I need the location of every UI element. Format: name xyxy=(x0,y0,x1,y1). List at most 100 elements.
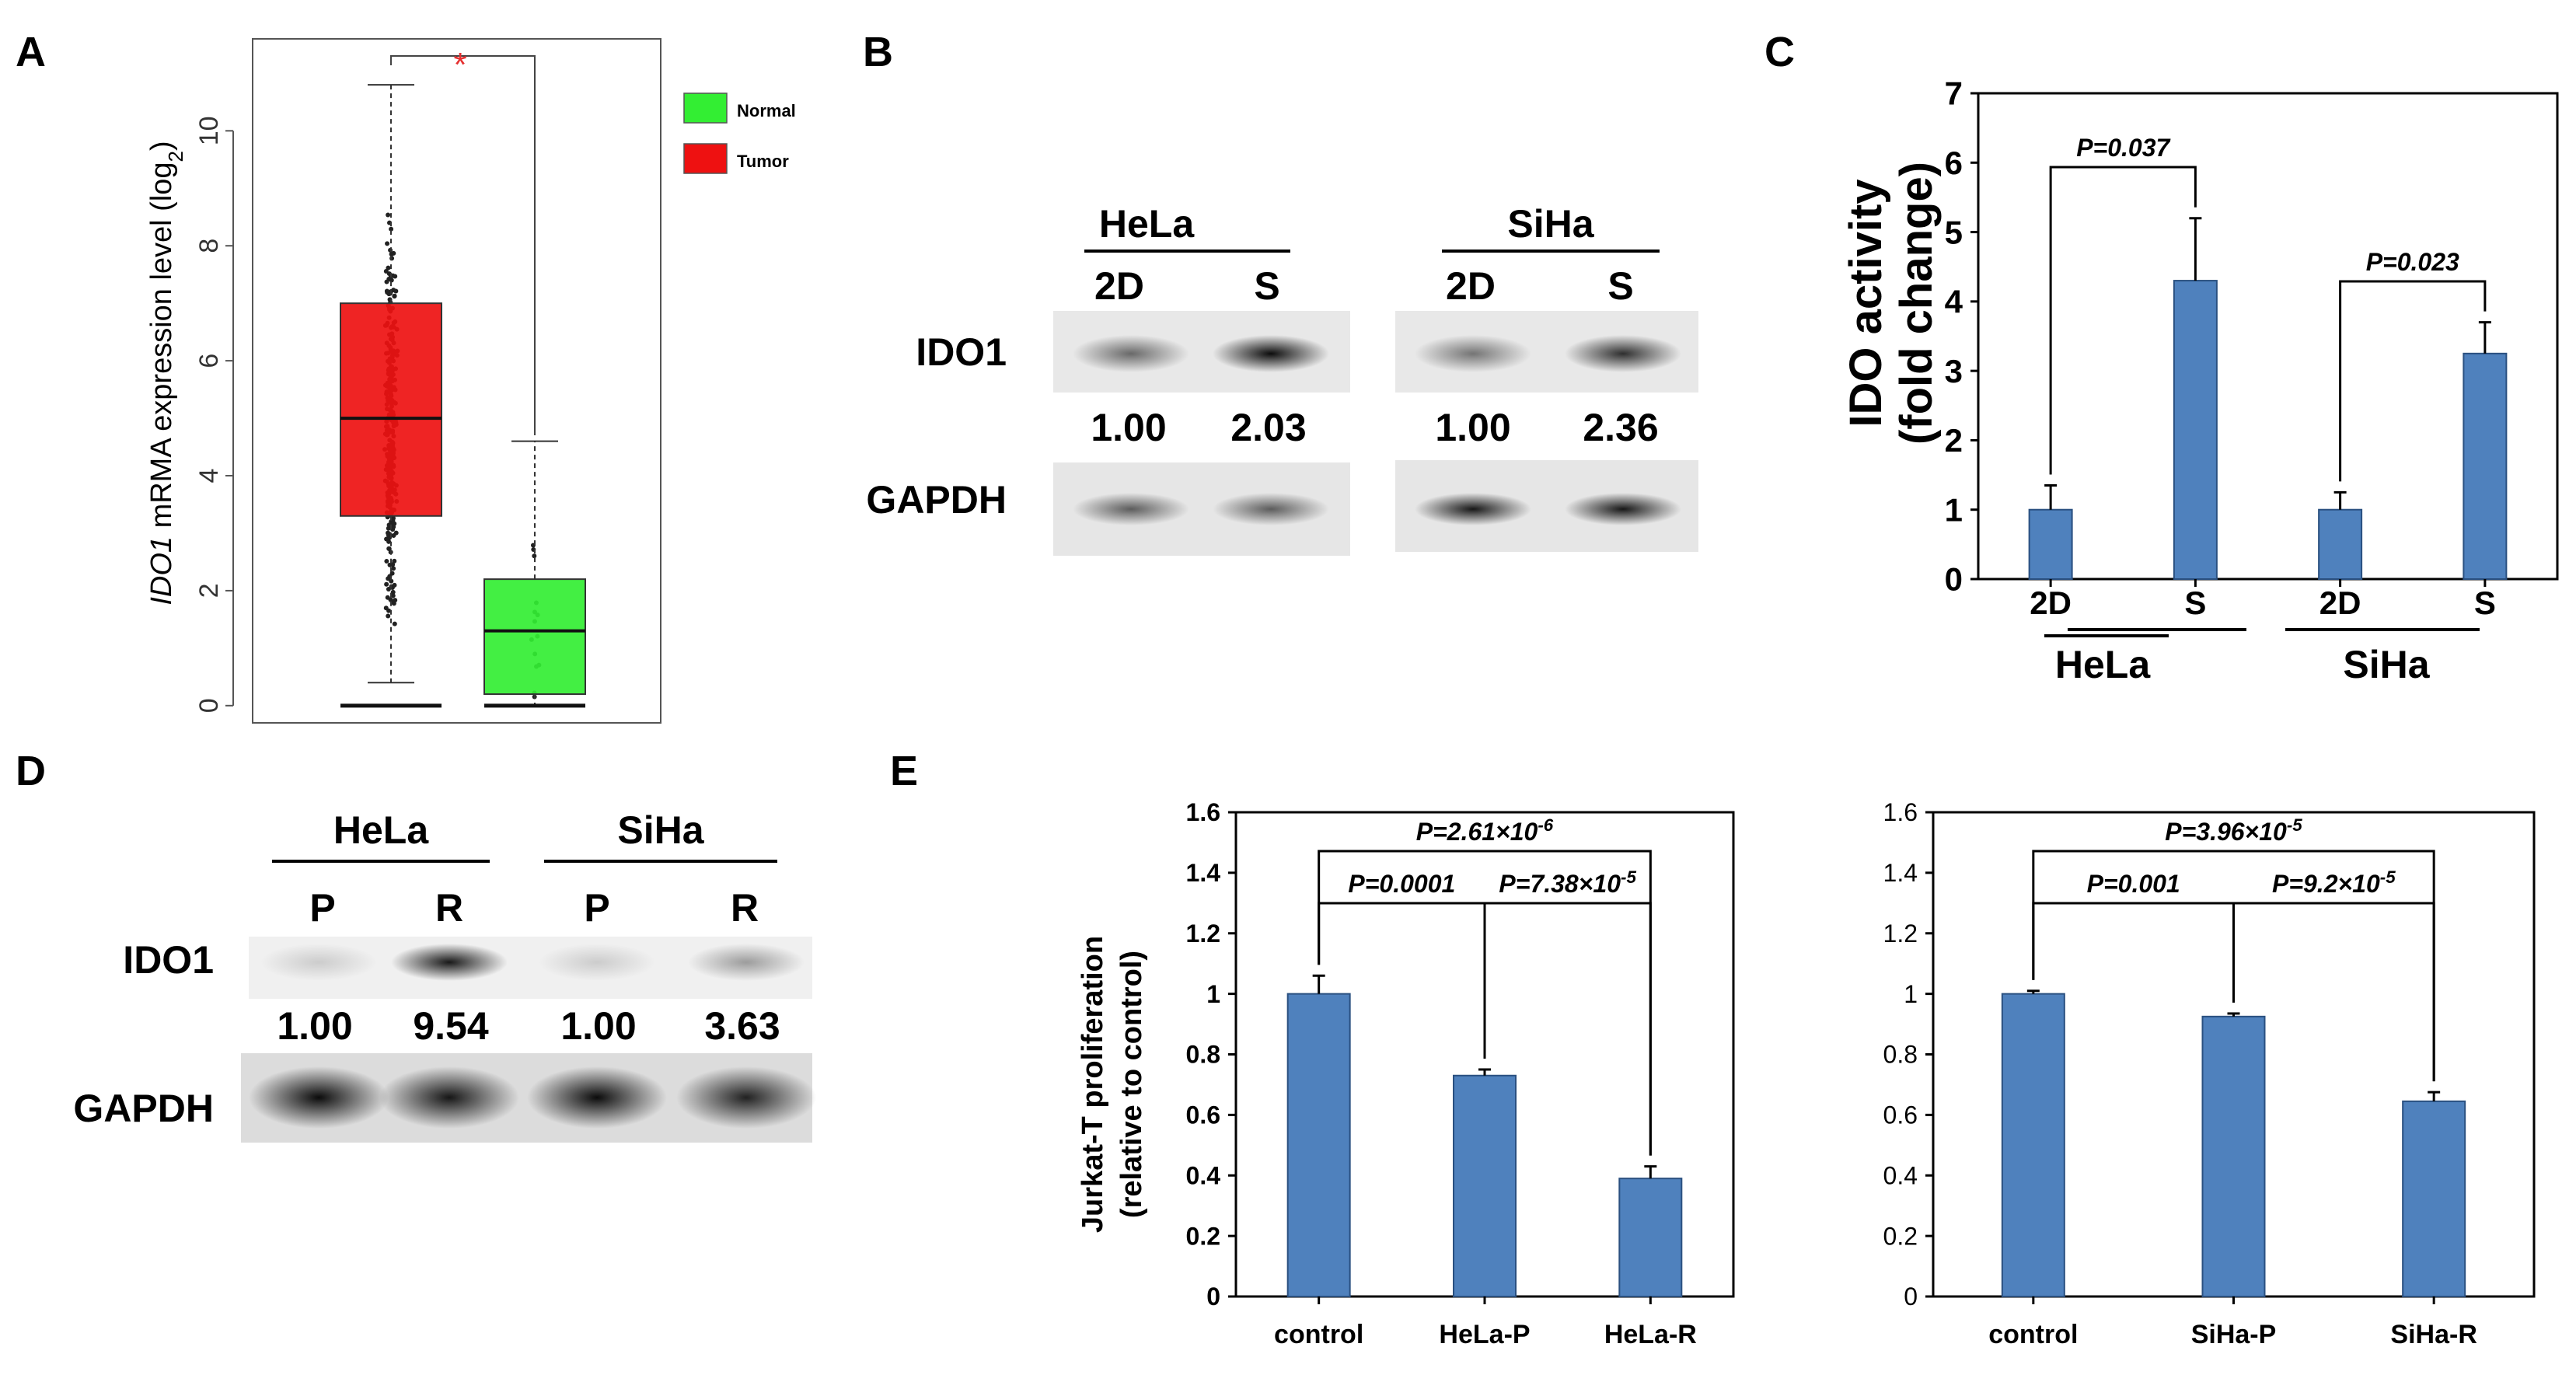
panel-label-c: C xyxy=(1764,29,1795,75)
y-tick-label: 5 xyxy=(1945,214,1963,250)
jitter-point xyxy=(384,559,389,564)
jitter-point xyxy=(532,553,537,559)
panel-a-ylabel-text: mRMA expression level (log xyxy=(145,162,178,536)
x-category-label: S xyxy=(2184,585,2206,621)
panel-e-bar-charts: 0 0.2 0.4 0.6 0.8 1 1.2 1.4 1.6 control HeLa-P HeLa… xyxy=(1077,798,2536,1349)
blot-d-bands xyxy=(249,944,816,1129)
panel-c-ylabel-2: (fold change) xyxy=(1891,162,1942,445)
p-value-label: P=0.023 xyxy=(2366,248,2459,276)
panel-c-bar-chart: 0 1 2 3 4 5 6 7 2D S 2D S P=0.037 P=0.023 IDO activit… xyxy=(1841,75,2559,686)
blot-d-gapdh-band xyxy=(676,1066,816,1129)
y-tick-label: 1.4 xyxy=(1186,859,1221,887)
panel-b-western-blot: HeLa SiHa 2D S 2D S IDO1 GAPDH 1.00 2.03… xyxy=(866,202,1698,556)
x-category-label: HeLa-P xyxy=(1439,1320,1530,1349)
blot-b-row-ido1: IDO1 xyxy=(916,330,1007,374)
jitter-point xyxy=(392,621,397,626)
jitter-point xyxy=(384,581,389,587)
p-value-exponent: -6 xyxy=(1538,815,1553,835)
blot-b-hela-label: HeLa xyxy=(1099,202,1195,246)
legend-tumor-label: Tumor xyxy=(737,152,789,171)
jitter-point xyxy=(386,532,391,538)
p-value-exponent: -5 xyxy=(2287,815,2302,835)
x-category-label: HeLa-R xyxy=(1604,1320,1697,1349)
jitter-point xyxy=(386,212,391,218)
jitter-point xyxy=(386,608,392,613)
blot-b-gapdh-band xyxy=(1565,493,1681,525)
bar xyxy=(1286,993,1351,1297)
blot-b-gapdh-band xyxy=(1213,493,1329,525)
panel-a-tick-label: 2 xyxy=(194,583,224,598)
panel-d-western-blot: HeLa SiHa P R P R IDO1 GAPDH 1.00 9.54 1… xyxy=(73,808,816,1143)
panel-a-tick-label: 4 xyxy=(194,469,224,483)
bar xyxy=(2463,352,2508,580)
panel-a-significance-bracket xyxy=(390,55,536,435)
p-value-text: P=7.38×10 xyxy=(1499,870,1621,898)
y-tick-label: 4 xyxy=(1945,284,1963,320)
blot-d-quant-4: 3.63 xyxy=(704,1004,780,1048)
p-value-text: P=0.001 xyxy=(2087,870,2180,898)
y-tick-label: 1.6 xyxy=(1186,798,1220,826)
jitter-point xyxy=(390,593,396,599)
x-category-label: SiHa-R xyxy=(2390,1320,2477,1349)
blot-d-ido1-band xyxy=(260,944,377,981)
blot-b-quant-4: 2.36 xyxy=(1583,406,1658,449)
panel-a-significance-star: * xyxy=(453,46,466,84)
blot-d-quant-1: 1.00 xyxy=(277,1004,352,1048)
blot-b-ido1-band xyxy=(1213,335,1329,372)
panel-a-y-axis: 0 2 4 6 8 10 xyxy=(194,116,234,713)
jitter-point xyxy=(391,250,396,256)
x-category-label: 2D xyxy=(2030,585,2072,621)
y-tick-label: 1.6 xyxy=(1883,798,1918,826)
y-tick-label: 0 xyxy=(1945,561,1963,598)
panel-a-ylabel-close: ) xyxy=(145,141,178,151)
jitter-point xyxy=(392,293,397,298)
blot-d-gapdh-band xyxy=(249,1066,389,1129)
y-tick-label: 0 xyxy=(1904,1283,1918,1310)
blot-d-hela-label: HeLa xyxy=(333,808,429,852)
p-value-label: P=0.0001 xyxy=(1348,870,1455,898)
bar xyxy=(2173,280,2218,580)
jitter-point xyxy=(391,533,396,539)
jitter-point xyxy=(383,268,389,274)
box-normal xyxy=(483,578,586,696)
jitter-point xyxy=(386,546,392,551)
box-tumor xyxy=(340,302,442,517)
comparison-bracket xyxy=(2339,280,2487,482)
x-category-label: control xyxy=(1274,1320,1363,1349)
blot-d-row-gapdh: GAPDH xyxy=(73,1087,214,1130)
y-tick-label: 0.2 xyxy=(1186,1222,1220,1250)
jitter-point xyxy=(384,279,389,284)
blot-d-ido1-band xyxy=(391,944,508,981)
jitter-point xyxy=(389,578,394,584)
blot-d-quant-3: 1.00 xyxy=(560,1004,636,1048)
bar xyxy=(1453,1074,1517,1297)
blot-b-gapdh-band xyxy=(1073,493,1189,525)
panel-e-right-plot: 0 0.2 0.4 0.6 0.8 1 1.2 1.4 1.6 control SiHa-P SiHa… xyxy=(1883,798,2536,1349)
x-category-label: control xyxy=(1988,1320,2078,1349)
panel-a-frame xyxy=(252,38,661,724)
jitter-point xyxy=(386,613,391,619)
blot-b-ido1-band xyxy=(1565,335,1681,372)
comparison-bracket xyxy=(1318,850,1652,1156)
c-chart-frame xyxy=(1977,92,2559,581)
legend-normal-swatch xyxy=(683,92,728,124)
blot-b-lane-3: 2D xyxy=(1446,264,1496,308)
blot-d-ido1-band xyxy=(539,944,655,981)
panel-a-tick-label: 0 xyxy=(194,698,224,713)
comparison-bracket xyxy=(2032,850,2435,1082)
x-category-label: S xyxy=(2474,585,2496,621)
p-value-text: P=3.96×10 xyxy=(2165,818,2287,846)
y-tick-label: 1 xyxy=(1945,491,1963,528)
bar xyxy=(2201,1015,2266,1297)
p-value-label: P=0.001 xyxy=(2087,870,2180,898)
y-tick-label: 7 xyxy=(1945,75,1963,112)
blot-b-row-gapdh: GAPDH xyxy=(866,478,1007,522)
p-value-label: P=7.38×10-5 xyxy=(1499,867,1636,899)
panel-label-e: E xyxy=(890,748,918,794)
y-tick-label: 0.4 xyxy=(1883,1161,1918,1189)
jitter-point xyxy=(392,582,397,588)
blot-b-lane-1: 2D xyxy=(1094,264,1144,308)
jitter-point xyxy=(391,566,396,571)
y-tick-label: 0.8 xyxy=(1186,1041,1220,1069)
